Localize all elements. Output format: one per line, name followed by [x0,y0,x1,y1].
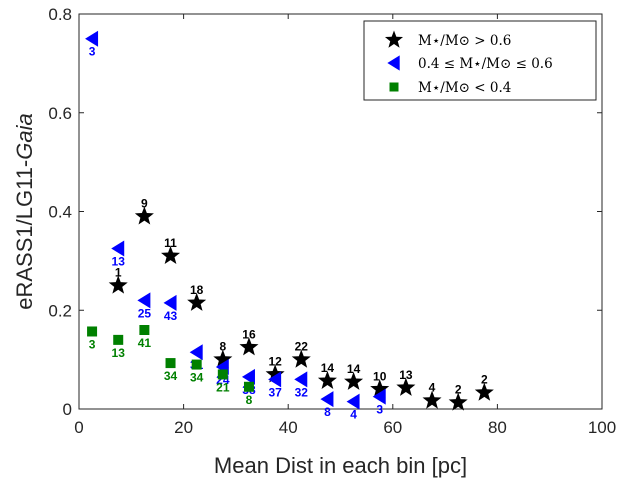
data-marks: 1911188161222141410134223132543312438373… [85,30,494,422]
point-count-label: 4 [350,408,357,422]
triangle-point [241,368,255,385]
point-count-label: 14 [347,362,361,376]
star-point [213,349,233,368]
point-count-label: 22 [295,340,309,354]
series-2: 3 13 41 34 34 21 8 [87,325,254,407]
point-count-label: 43 [164,309,178,323]
y-tick-label: 0.8 [48,5,72,24]
point-count-label: 16 [242,327,256,341]
triangle-point [85,30,99,47]
point-count-label: 1 [115,266,122,280]
triangle-point [137,292,151,309]
legend-items: M⋆/M⊙ > 0.6 0.4 ≤ M⋆/M⊙ ≤ 0.6 M⋆/M⊙ < 0.4 [384,30,553,96]
square-point [191,359,202,370]
triangle-point [189,344,203,361]
y-axis-label-italic: Gaia [12,113,37,159]
star-point [396,377,416,396]
y-tick-label: 0.6 [48,104,72,123]
point-count-label: 14 [321,361,335,375]
star-point [344,371,364,390]
star-point [265,364,285,383]
legend-label: 0.4 ≤ M⋆/M⊙ ≤ 0.6 [418,56,553,72]
x-tick-label: 0 [74,418,83,437]
triangle-point [111,240,125,257]
square-point [217,369,228,380]
point-count-label: 13 [112,255,126,269]
star-point [448,392,468,411]
star-point [370,379,390,398]
star-point [108,275,128,294]
point-count-label: 21 [216,380,230,394]
star-point [161,245,181,265]
triangle-point [294,371,308,388]
star-point [187,292,207,311]
y-tick-label: 0.4 [48,203,72,222]
square-point [113,334,124,345]
star-point [134,206,154,225]
point-count-label: 41 [138,336,152,350]
x-tick-label: 100 [588,418,616,437]
star-point [317,370,337,389]
triangle-point [372,388,386,405]
square-point [87,326,98,337]
point-count-label: 8 [246,393,253,407]
x-tick-label: 40 [279,418,298,437]
legend-marker-star [384,30,404,48]
point-count-label: 2 [481,373,488,387]
point-count-label: 8 [219,340,226,354]
point-count-label: 37 [268,385,282,399]
point-count-label: 11 [164,236,177,250]
square-point [165,358,176,369]
triangle-point [163,294,177,311]
point-count-label: 4 [429,381,436,395]
point-count-label: 8 [324,405,331,419]
legend-marker-square [389,82,399,92]
legend-label: M⋆/M⊙ < 0.4 [418,80,511,96]
legend-box [363,20,597,101]
legend-label: M⋆/M⊙ > 0.6 [418,33,511,49]
axis-ticks: 0 20 40 60 80 100 0 0.2 0.4 0.6 0.8 [48,5,616,437]
star-point [291,349,311,368]
point-count-label: 10 [373,369,387,383]
legend: M⋆/M⊙ > 0.6 0.4 ≤ M⋆/M⊙ ≤ 0.6 M⋆/M⊙ < 0.4 [363,20,597,101]
x-tick-label: 20 [174,418,193,437]
point-count-label: 13 [112,346,126,360]
star-point [239,337,259,356]
point-count-label: 9 [141,196,148,210]
x-tick-label: 80 [488,418,507,437]
star-point [422,390,442,409]
square-point [243,381,254,392]
x-axis-label: Mean Dist in each bin [pc] [214,453,467,478]
point-count-label: 3 [89,337,96,351]
star-point [474,382,494,401]
triangle-point [268,371,282,388]
point-count-label: 25 [138,306,152,320]
legend-marker-triangle-left [387,55,400,71]
point-count-label: 34 [190,371,204,385]
triangle-point [346,393,360,410]
point-count-label: 12 [268,354,282,368]
triangle-point [320,391,334,408]
point-count-label: 18 [190,283,204,297]
x-tick-label: 60 [383,418,402,437]
point-count-label: 3 [376,403,383,417]
square-point [139,325,150,335]
point-count-label: 3 [89,45,96,59]
y-tick-label: 0 [63,400,72,419]
point-count-label: 32 [295,385,309,399]
y-axis-label-prefix: eRASS1/LG11- [12,160,37,310]
point-count-label: 2 [455,383,462,397]
point-count-label: 34 [164,369,178,383]
point-count-label: 13 [399,368,413,382]
y-tick-label: 0.2 [48,301,72,320]
y-axis-label: eRASS1/LG11-Gaia [12,113,37,310]
